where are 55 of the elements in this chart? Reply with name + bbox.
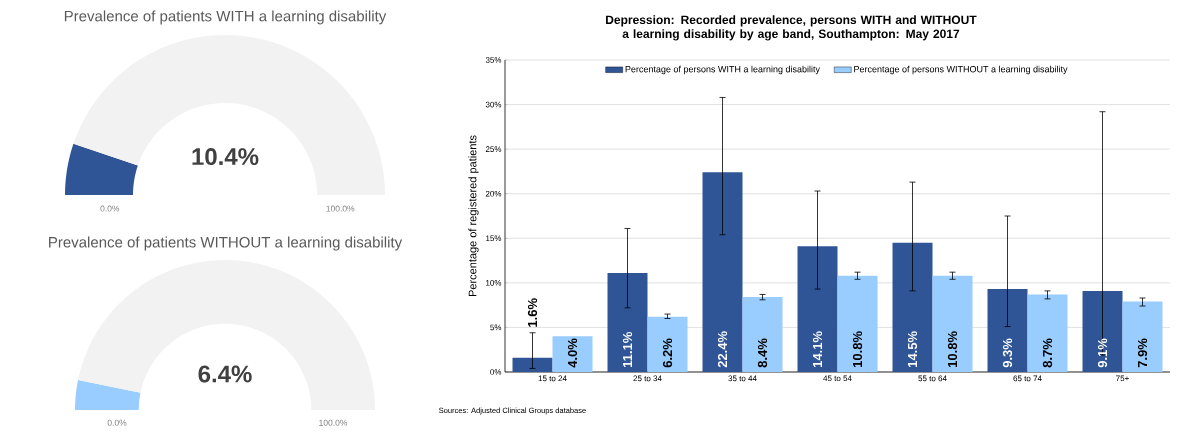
- data-label: 11.1%: [622, 332, 633, 367]
- bar: [1027, 294, 1068, 372]
- data-label: 1.6%: [527, 298, 538, 327]
- legend-label: Percentage of persons WITHOUT a learning disability: [854, 65, 1068, 75]
- x-tick-label: 25 to 34: [633, 375, 662, 382]
- text: 6.4%: [198, 365, 252, 383]
- y-tick-label: 5%: [490, 324, 502, 331]
- x-tick-label: 55 to 64: [918, 375, 947, 382]
- bar: [932, 275, 973, 372]
- text: 0.0%: [107, 419, 127, 426]
- chart-title: Depression: Recorded prevalence, persons WITH and WITHOUT a learning disability by age band, Southampton: May 2017: [606, 15, 977, 41]
- x-tick-label: 75+: [1116, 375, 1129, 382]
- y-tick-label: 20%: [485, 190, 502, 197]
- data-label: 9.3%: [1002, 338, 1013, 368]
- data-label: 10.8%: [852, 331, 863, 367]
- y-tick-label: 30%: [485, 101, 502, 108]
- x-tick-label: 45 to 54: [823, 375, 852, 382]
- text: 0.0%: [100, 205, 120, 212]
- x-tick-label: 15 to 24: [538, 375, 567, 382]
- data-label: 7.9%: [1137, 338, 1148, 368]
- data-label: 8.7%: [1042, 338, 1053, 368]
- y-axis-title: Percentage of registered patients: [468, 135, 479, 297]
- y-tick-label: 25%: [485, 146, 502, 152]
- data-label: 8.4%: [757, 338, 768, 368]
- x-tick-label: 65 to 74: [1013, 375, 1042, 382]
- data-label: 22.4%: [717, 331, 728, 368]
- y-tick-label: 0%: [490, 369, 502, 375]
- bar: [797, 246, 838, 372]
- text: 100.0%: [326, 205, 355, 212]
- text: 100.0%: [319, 419, 348, 426]
- bar: [987, 289, 1028, 372]
- legend-label: Percentage of persons WITH a learning disability: [625, 65, 820, 75]
- y-tick-label: 10%: [486, 280, 502, 286]
- bar: [742, 297, 783, 372]
- bar: [1082, 290, 1123, 372]
- chart-title: Prevalence of patients WITH a learning disability: [64, 10, 387, 25]
- x-tick-label: 35 to 44: [728, 375, 757, 382]
- data-label: 4.0%: [567, 338, 578, 368]
- bar: [607, 273, 648, 372]
- data-label: 9.1%: [1097, 338, 1108, 368]
- text: 10.4%: [192, 148, 259, 166]
- data-label: 10.8%: [947, 331, 958, 367]
- data-label: 14.1%: [812, 331, 823, 367]
- bar: [837, 275, 878, 372]
- bar: [892, 242, 933, 372]
- y-tick-label: 35%: [485, 57, 502, 63]
- bar: [1122, 301, 1163, 372]
- data-label: 6.2%: [662, 338, 673, 368]
- y-tick-label: 15%: [486, 235, 502, 242]
- bar: [552, 336, 593, 372]
- bar: [647, 316, 688, 372]
- data-label: 14.5%: [907, 331, 918, 367]
- bar: [702, 172, 743, 372]
- bar: [512, 357, 553, 372]
- chart-title: Prevalence of patients WITHOUT a learning disability: [49, 236, 403, 251]
